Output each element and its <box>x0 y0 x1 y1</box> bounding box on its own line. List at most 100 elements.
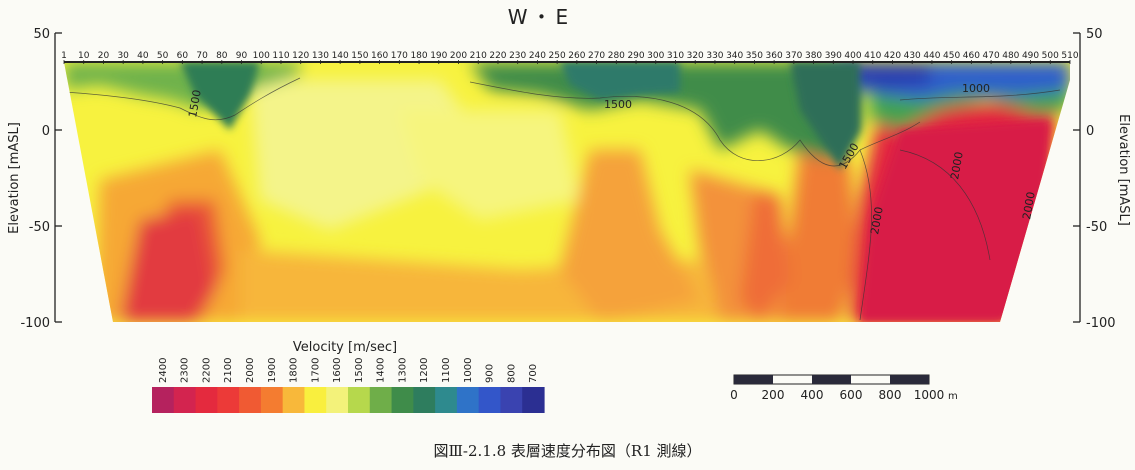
left-tick-minus-50: -50 <box>29 220 50 235</box>
legend-swatch <box>435 387 458 413</box>
station-label: 210 <box>470 51 487 61</box>
station-label: 170 <box>391 51 408 61</box>
left-elevation-axis: 50 0 -50 -100 Elevation [mASL] <box>7 27 62 331</box>
legend-swatch <box>478 387 502 413</box>
station-label: 410 <box>864 51 881 61</box>
contour-label-1500-b: 1500 <box>604 98 632 111</box>
legend-label: 2300 <box>180 358 191 383</box>
scale-label: 600 <box>840 388 863 402</box>
legend-label: 900 <box>485 364 496 383</box>
station-label: 250 <box>549 51 566 61</box>
station-label: 500 <box>1042 51 1059 61</box>
station-label: 40 <box>137 51 149 61</box>
station-label: 1 <box>61 51 67 61</box>
scale-label: 400 <box>801 388 824 402</box>
station-label: 150 <box>351 51 368 61</box>
station-label: 340 <box>726 51 743 61</box>
legend-swatch <box>217 387 240 413</box>
right-elevation-axis: 50 0 -50 -100 Elevation [mASL] <box>1073 27 1131 331</box>
station-label: 440 <box>923 51 940 61</box>
station-label: 240 <box>529 51 546 61</box>
contour-label-1000: 1000 <box>962 82 990 95</box>
right-tick-0: 0 <box>1086 124 1094 139</box>
legend-swatch <box>522 387 545 413</box>
station-label: 200 <box>450 51 467 61</box>
station-label: 450 <box>943 51 960 61</box>
station-label: 510 <box>1061 51 1078 61</box>
legend-label: 1500 <box>354 358 365 383</box>
legend-swatch <box>391 387 414 413</box>
legend-label: 1800 <box>289 358 300 383</box>
station-label: 120 <box>292 51 309 61</box>
station-label: 30 <box>117 51 129 61</box>
station-label: 90 <box>236 51 248 61</box>
right-tick-minus-100: -100 <box>1086 316 1116 331</box>
station-label: 190 <box>430 51 447 61</box>
station-label: 290 <box>627 51 644 61</box>
legend-swatch <box>304 387 327 413</box>
right-tick-minus-50: -50 <box>1086 220 1107 235</box>
legend-label: 2100 <box>223 358 234 383</box>
station-label: 390 <box>825 51 842 61</box>
legend-label: 700 <box>528 364 539 383</box>
legend-swatch <box>195 387 218 413</box>
station-label: 370 <box>785 51 802 61</box>
legend-label: 1300 <box>397 358 408 383</box>
legend-label: 2200 <box>201 358 212 383</box>
contour-label-2000-b: 2000 <box>868 206 886 236</box>
station-label: 100 <box>253 51 270 61</box>
legend-label: 1900 <box>267 358 278 383</box>
scale-label: 200 <box>762 388 785 402</box>
contour-label-1500-a: 1500 <box>186 89 204 119</box>
station-label: 270 <box>588 51 605 61</box>
station-label: 470 <box>983 51 1000 61</box>
legend-swatch <box>456 387 480 413</box>
station-label: 70 <box>196 51 208 61</box>
scale-label: 1000 <box>914 388 945 402</box>
station-label: 260 <box>568 51 585 61</box>
legend-label: 2400 <box>158 358 169 383</box>
scale-label: 800 <box>879 388 902 402</box>
legend-swatch <box>152 387 175 413</box>
station-label: 50 <box>157 51 169 61</box>
station-label: 300 <box>647 51 664 61</box>
scale-bar: 0 200 400 600 800 1000 m <box>730 374 958 402</box>
legend-label: 1200 <box>419 358 430 383</box>
scale-labels: 0 200 400 600 800 1000 <box>730 388 944 402</box>
station-label: 420 <box>884 51 901 61</box>
station-label: 400 <box>844 51 861 61</box>
legend-label: 1700 <box>310 358 321 383</box>
legend-swatch <box>260 387 284 413</box>
legend-label: 1400 <box>376 358 387 383</box>
left-axis-label: Elevation [mASL] <box>7 122 22 234</box>
station-label: 480 <box>1002 51 1019 61</box>
station-label: 110 <box>272 51 289 61</box>
velocity-section <box>64 62 1070 322</box>
station-label: 460 <box>963 51 980 61</box>
station-label: 180 <box>410 51 427 61</box>
legend-swatch <box>173 387 197 413</box>
legend-swatch <box>282 387 306 413</box>
left-tick-minus-100: -100 <box>20 316 50 331</box>
station-label: 220 <box>489 51 506 61</box>
station-label: 490 <box>1022 51 1039 61</box>
legend-color-bar <box>152 387 545 413</box>
legend-label: 2000 <box>245 358 256 383</box>
scale-label: 0 <box>730 388 738 402</box>
contour-label-2000-a: 2000 <box>948 151 966 181</box>
station-label: 160 <box>371 51 388 61</box>
legend-swatch <box>239 387 262 413</box>
contour-label-2000-c: 2000 <box>1020 191 1038 221</box>
legend-label: 800 <box>506 364 517 383</box>
station-label: 360 <box>766 51 783 61</box>
left-tick-50: 50 <box>33 27 50 42</box>
legend-swatch <box>369 387 393 413</box>
station-label: 350 <box>746 51 763 61</box>
station-label: 430 <box>904 51 921 61</box>
station-label: 10 <box>78 51 90 61</box>
legend-swatch <box>500 387 523 413</box>
figure-caption: 図Ⅲ-2.1.8 表層速度分布図（R1 測線） <box>433 442 702 460</box>
legend-title: Velocity [m/sec] <box>293 340 397 355</box>
station-label: 320 <box>687 51 704 61</box>
